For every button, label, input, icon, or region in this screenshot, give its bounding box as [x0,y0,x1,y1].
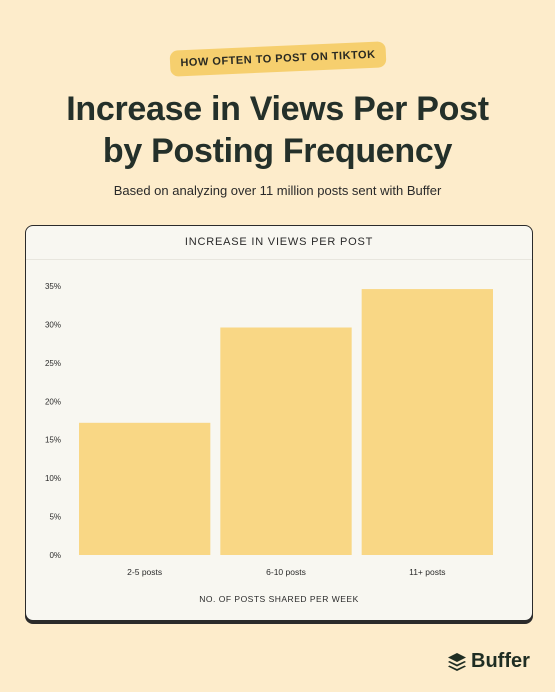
bar [220,327,352,555]
chart-card: INCREASE IN VIEWS PER POST 0% 5% 10% 15% 20%… [25,225,533,621]
y-tick-label: 0% [49,551,61,560]
chart-title: INCREASE IN VIEWS PER POST [26,226,532,260]
x-tick-label: 6-10 posts [266,567,306,577]
x-tick-label: 2-5 posts [127,567,162,577]
y-tick-label: 35% [45,282,61,291]
buffer-logo-icon [448,652,466,671]
brand: Buffer [447,650,530,673]
x-tick-label: 11+ posts [409,567,445,577]
topic-pill: HOW OFTEN TO POST ON TIKTOK [169,41,387,77]
bar-chart: 0% 5% 10% 15% 20% 25% 30% 35% 2-5 posts 6-10 post… [45,282,493,604]
y-tick-label: 10% [45,474,61,483]
y-tick-label: 25% [45,359,61,368]
y-tick-label: 5% [49,513,61,522]
y-tick-label: 30% [45,320,61,329]
y-tick-label: 15% [45,436,61,445]
y-tick-label: 20% [45,397,61,406]
title-line-2: by Posting Frequency [102,132,453,170]
title-line-1: Increase in Views Per Post [66,90,489,128]
page-subtitle: Based on analyzing over 11 million posts… [113,183,442,198]
page-title: Increase in Views Per Post by Posting Fr… [0,88,555,172]
bar [79,422,211,555]
brand-name: Buffer [471,650,530,672]
bar [361,289,493,555]
x-axis-label: NO. OF POSTS SHARED PER WEEK [199,594,358,604]
